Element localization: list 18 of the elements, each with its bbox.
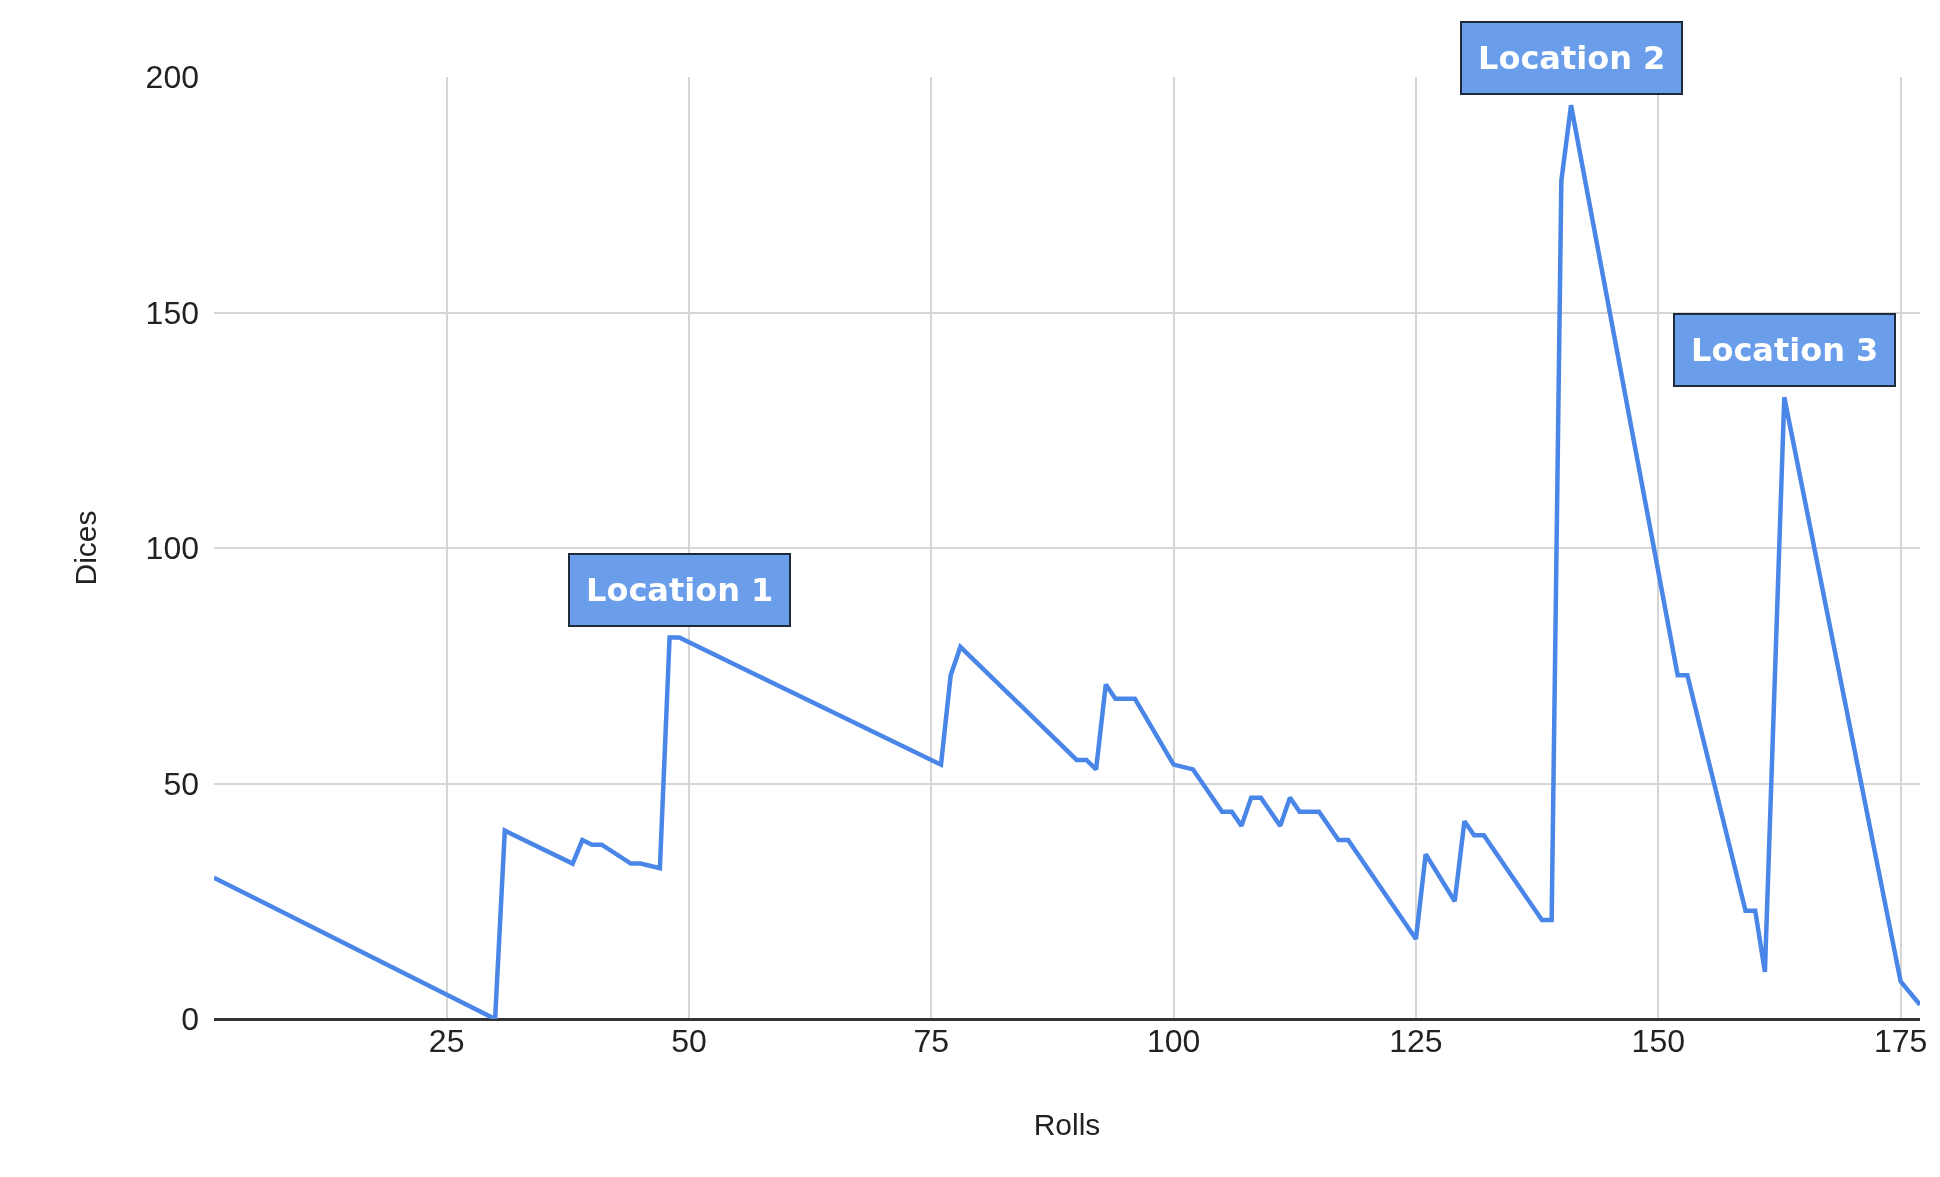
y-tick-label: 0	[181, 1001, 199, 1038]
annotation: Location 3	[1691, 331, 1879, 369]
x-axis-title: Rolls	[1033, 1107, 1101, 1141]
y-tick-label: 150	[145, 294, 199, 331]
y-tick-label: 100	[145, 530, 199, 567]
x-tick-label: 50	[671, 1023, 707, 1059]
x-tick-label: 75	[913, 1023, 950, 1059]
x-tick-label: 25	[428, 1023, 465, 1059]
x-tick-label: 175	[1873, 1023, 1928, 1059]
x-tick-label: 100	[1146, 1023, 1201, 1059]
annotation: Location 2	[1478, 39, 1666, 77]
x-tick-label: 150	[1631, 1023, 1685, 1059]
line-series	[214, 103, 1920, 1019]
y-tick-label: 200	[145, 59, 199, 96]
y-tick-label: 50	[163, 765, 199, 802]
x-tick-label: 125	[1389, 1023, 1443, 1059]
annotation: Location 1	[586, 571, 774, 609]
y-axis-title: Dices	[68, 510, 102, 586]
